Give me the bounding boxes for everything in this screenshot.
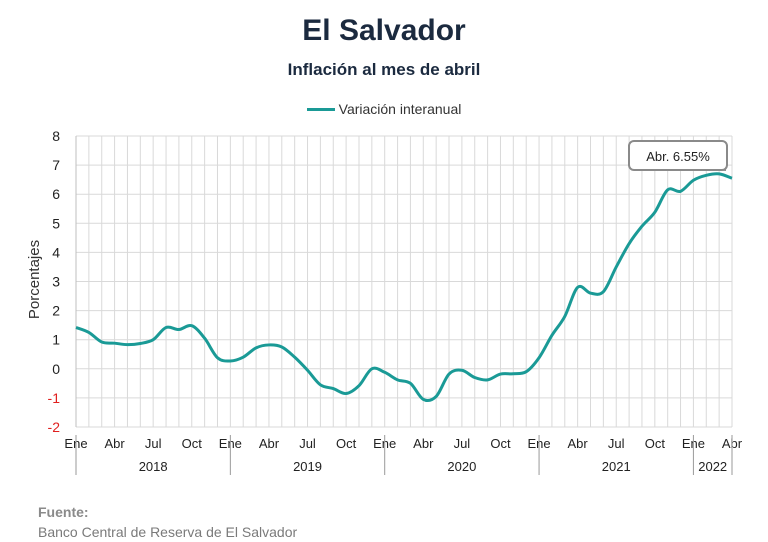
series-line xyxy=(75,172,733,403)
x-tick-label: Jul xyxy=(454,436,471,451)
year-label: 2020 xyxy=(447,459,476,474)
y-tick-label: 4 xyxy=(52,244,60,260)
legend-swatch xyxy=(306,107,335,111)
y-tick-label: -2 xyxy=(48,419,61,435)
legend: Variación interanual xyxy=(0,101,768,117)
x-tick-label: Oct xyxy=(182,436,203,451)
y-tick-label: 1 xyxy=(52,332,60,348)
y-tick-label: 0 xyxy=(52,361,60,377)
y-tick-label: 8 xyxy=(52,128,60,144)
annotation-box xyxy=(628,140,728,171)
annotation-label: Abr. 6.55% xyxy=(646,149,710,164)
y-axis-title: Porcentajes xyxy=(26,240,43,319)
y-tick-label: 5 xyxy=(52,215,60,231)
chart-subtitle: Inflación al mes de abril xyxy=(287,60,481,79)
y-tick-label: 6 xyxy=(52,186,60,202)
x-tick-label: Jul xyxy=(608,436,625,451)
x-tick-label: Abr xyxy=(259,436,280,451)
source-label: Fuente: xyxy=(38,504,89,520)
y-tick-label: -1 xyxy=(48,390,61,406)
year-label: 2019 xyxy=(293,459,322,474)
source-text: Banco Central de Reserva de El Salvador xyxy=(38,524,298,540)
x-tick-label: Abr xyxy=(413,436,434,451)
x-tick-label: Jul xyxy=(145,436,162,451)
year-label: 2021 xyxy=(602,459,631,474)
x-tick-label: Oct xyxy=(645,436,666,451)
x-tick-label: Abr xyxy=(104,436,125,451)
x-tick-label: Oct xyxy=(490,436,511,451)
y-tick-label: 3 xyxy=(52,274,60,290)
year-label: 2018 xyxy=(139,459,168,474)
x-tick-label: Jul xyxy=(299,436,316,451)
x-tick-label: Oct xyxy=(336,436,357,451)
chart-title: El Salvador xyxy=(302,14,466,47)
y-tick-label: 2 xyxy=(52,303,60,319)
x-tick-label: Abr xyxy=(568,436,589,451)
legend-label: Variación interanual xyxy=(338,101,462,117)
year-label: 2022 xyxy=(698,459,727,474)
y-tick-label: 7 xyxy=(52,157,60,173)
